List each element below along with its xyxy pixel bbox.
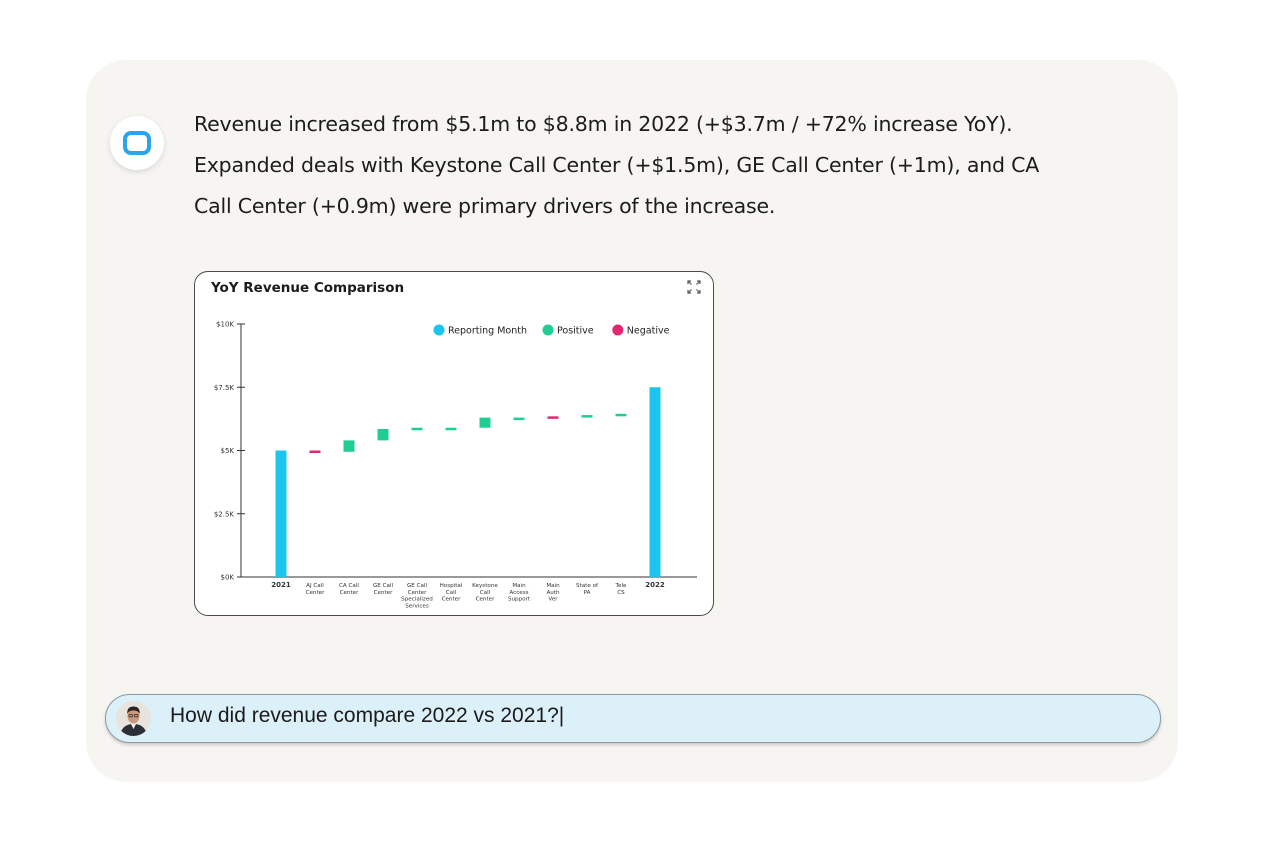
chart-bar	[547, 416, 559, 419]
chart-bar	[581, 415, 593, 418]
chart-bar	[377, 428, 389, 441]
y-tick-label: $0K	[221, 574, 235, 582]
legend-swatch	[433, 324, 445, 336]
chat-input[interactable]	[170, 704, 770, 728]
assistant-avatar	[110, 116, 164, 170]
waterfall-chart: $0K $2.5K $5K $7.5K $10K Reporting Month Posit…	[214, 321, 697, 609]
chart-bar	[615, 413, 627, 417]
x-tick-label: Hospital Call Center	[440, 583, 463, 603]
x-tick-label: Tele CS	[615, 583, 627, 596]
chat-input-bar[interactable]	[105, 694, 1161, 743]
chart-bar	[343, 440, 355, 452]
x-tick-label: 2021	[271, 581, 291, 589]
x-tick-label: Main Auth Ver	[546, 583, 560, 603]
answer-line: Call Center (+0.9m) were primary drivers…	[194, 194, 776, 218]
chart-bar	[275, 450, 287, 577]
chat-input-wrapper	[170, 704, 770, 728]
assistant-answer: Revenue increased from $5.1m to $8.8m in…	[194, 104, 1114, 227]
chart-bar	[445, 427, 457, 431]
y-tick-label: $5K	[221, 447, 235, 455]
chart-bar	[309, 450, 321, 453]
chart-card: YoY Revenue Comparison $0K $2.5K $5K $7.5K $…	[194, 271, 714, 616]
x-tick-label: Keystone Call Center	[472, 583, 498, 603]
legend-swatch	[542, 324, 554, 336]
x-tick-label: GE Call Center Specialized Services	[401, 583, 433, 609]
user-avatar	[116, 701, 151, 736]
chart-bar	[479, 417, 491, 428]
legend-label: Negative	[627, 326, 670, 337]
legend-label: Positive	[557, 326, 594, 337]
legend-label: Reporting Month	[448, 326, 527, 337]
x-tick-label: GE Call Center	[373, 583, 394, 596]
answer-line: Expanded deals with Keystone Call Center…	[194, 153, 1040, 177]
x-tick-label: AJ Call Center	[306, 583, 326, 596]
chart-title: YoY Revenue Comparison	[211, 280, 405, 296]
y-tick-label: $7.5K	[214, 384, 235, 392]
chart-bar	[649, 387, 661, 577]
x-tick-label: Main Access Support	[508, 583, 531, 603]
assistant-logo-icon	[123, 131, 151, 155]
y-tick-label: $10K	[216, 321, 234, 329]
x-tick-label: State of PA	[576, 583, 599, 596]
chart-bar	[513, 417, 525, 421]
x-tick-label: 2022	[645, 581, 665, 589]
x-tick-label: CA Call Center	[339, 583, 359, 596]
legend-swatch	[612, 324, 624, 336]
expand-icon[interactable]	[687, 280, 701, 294]
chart-bar	[411, 427, 423, 431]
answer-line: Revenue increased from $5.1m to $8.8m in…	[194, 112, 1013, 136]
y-tick-label: $2.5K	[214, 510, 235, 518]
